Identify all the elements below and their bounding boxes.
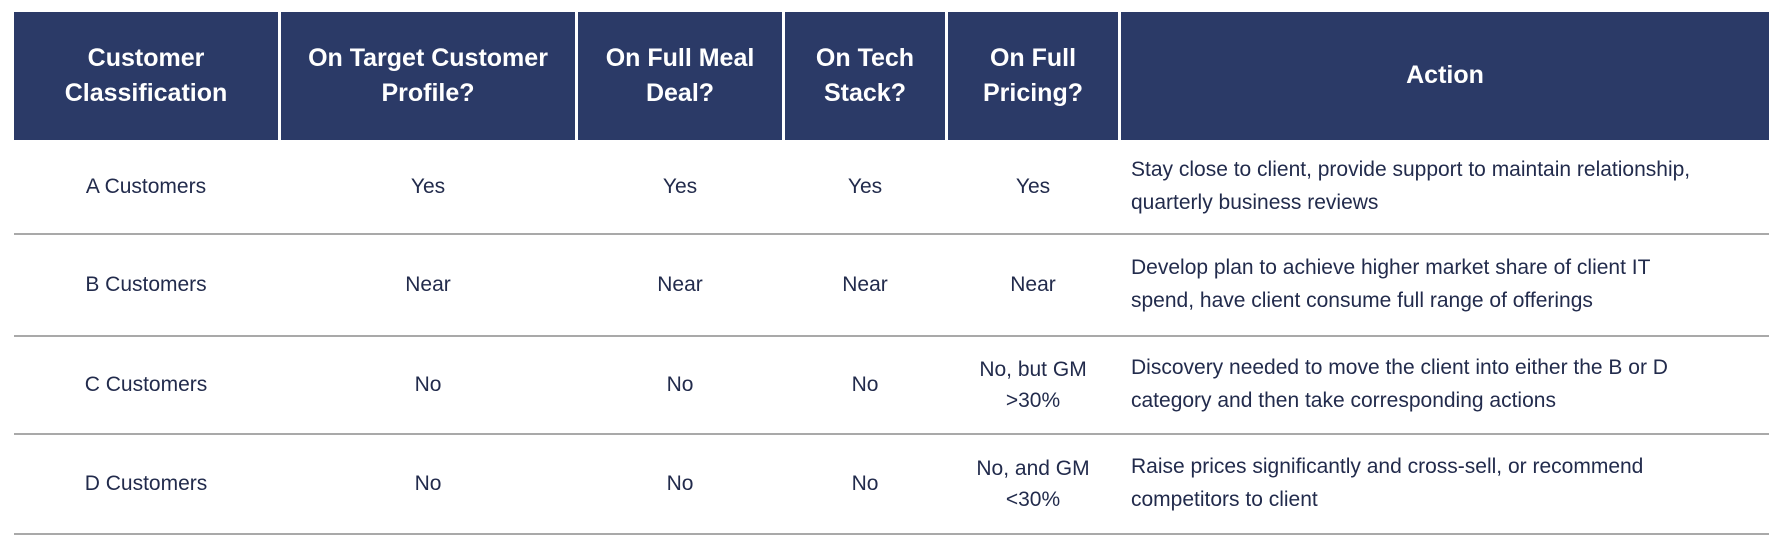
cell-meal-deal: No <box>666 472 694 496</box>
cell-pricing: No, but GM >30% <box>948 337 1118 433</box>
header-cell-on-full-meal-deal: On Full Meal Deal? <box>578 12 782 140</box>
cell-target-profile: No <box>414 373 442 397</box>
cell-action-text: Discovery needed to move the client into… <box>1131 356 1668 412</box>
cell-tech-stack: Yes <box>847 174 883 198</box>
cell-tech-stack: No <box>851 373 879 397</box>
cell-meal-deal: Near <box>657 273 703 297</box>
cell-action-text: Raise prices significantly and cross-sel… <box>1131 455 1644 511</box>
table-row-d-customers: D Customers No No No No, and GM <30% Rai… <box>14 435 1769 535</box>
cell-pricing: No, and GM <30% <box>948 435 1118 533</box>
cell-classification: A Customers <box>85 174 207 198</box>
cell-target-profile: No <box>414 472 442 496</box>
cell-action: Develop plan to achieve higher market sh… <box>1121 235 1769 335</box>
header-cell-on-target-customer-profile: On Target Customer Profile? <box>281 12 575 140</box>
table-row-a-customers: A Customers Yes Yes Yes Yes Stay close t… <box>14 140 1769 235</box>
cell-action: Stay close to client, provide support to… <box>1121 140 1769 233</box>
cell-pricing-text: Yes <box>1015 174 1051 198</box>
cell-tech-stack: Near <box>842 273 888 297</box>
table-row-c-customers: C Customers No No No No, but GM >30% Dis… <box>14 337 1769 435</box>
table-row-b-customers: B Customers Near Near Near Near Develop … <box>14 235 1769 337</box>
cell-meal-deal: No <box>666 373 694 397</box>
header-cell-on-full-pricing: On Full Pricing? <box>948 12 1118 140</box>
cell-action: Discovery needed to move the client into… <box>1121 337 1769 433</box>
cell-tech-stack: No <box>851 472 879 496</box>
header-cell-action: Action <box>1121 12 1769 140</box>
cell-classification: B Customers <box>85 273 207 297</box>
cell-target-profile: Near <box>405 273 451 297</box>
cell-classification: C Customers <box>84 373 208 397</box>
customer-classification-table: Customer Classification On Target Custom… <box>14 12 1769 535</box>
cell-pricing-text: No, and GM <30% <box>976 456 1090 512</box>
cell-pricing-text: Near <box>1010 273 1056 297</box>
cell-pricing: Yes <box>948 140 1118 233</box>
cell-action-text: Develop plan to achieve higher market sh… <box>1131 256 1651 312</box>
cell-meal-deal: Yes <box>662 174 698 198</box>
cell-classification: D Customers <box>84 472 208 496</box>
cell-action-text: Stay close to client, provide support to… <box>1131 157 1691 214</box>
cell-pricing: Near <box>948 235 1118 335</box>
header-cell-on-tech-stack: On Tech Stack? <box>785 12 945 140</box>
header-cell-customer-classification: Customer Classification <box>14 12 278 140</box>
cell-pricing-text: No, but GM >30% <box>979 357 1087 413</box>
cell-action: Raise prices significantly and cross-sel… <box>1121 435 1769 533</box>
cell-target-profile: Yes <box>410 174 446 198</box>
table-header-row: Customer Classification On Target Custom… <box>14 12 1769 140</box>
